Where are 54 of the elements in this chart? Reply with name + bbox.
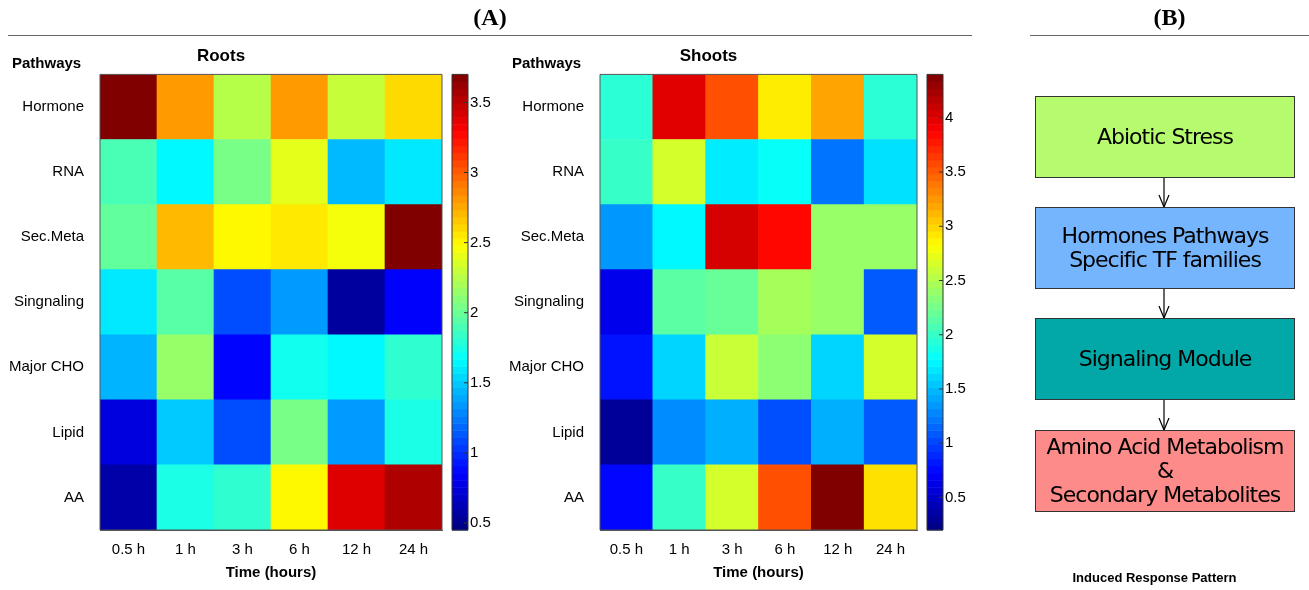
- text: (A): [8, 4, 972, 36]
- color-bar-label: 3: [470, 162, 479, 180]
- y-tick-label: Singnaling: [13, 292, 84, 310]
- color-bar-label: 1: [945, 433, 954, 451]
- y-tick-label: AA: [63, 487, 84, 505]
- text: Abiotic Stress: [1035, 96, 1295, 178]
- color-bar-label: 0.5: [470, 513, 491, 531]
- y-tick-label: Singnaling: [513, 292, 584, 310]
- y-tick-label: AA: [563, 487, 584, 505]
- x-tick-label: 6 h: [774, 540, 796, 558]
- y-tick-label: Sec.Meta: [20, 227, 85, 245]
- x-tick-label: 0.5 h: [609, 540, 644, 558]
- text: Hormones Pathways Specific TF families: [1035, 207, 1295, 289]
- x-tick-label: 3 h: [721, 540, 743, 558]
- x-tick-label: 6 h: [289, 540, 310, 558]
- x-tick-label: 1 h: [175, 540, 196, 558]
- x-tick-label: 12 h: [823, 540, 853, 558]
- y-tick-label: RNA: [52, 162, 84, 180]
- y-tick-label: Sec.Meta: [520, 227, 585, 245]
- text: Induced Response Pattern: [1071, 570, 1238, 585]
- y-tick-label: Major CHO: [8, 357, 84, 375]
- color-bar-label: 3: [945, 216, 954, 234]
- chart-title: Shoots: [679, 45, 738, 65]
- color-bar-label: 0.5: [945, 487, 966, 505]
- chart-title: Roots: [196, 45, 246, 65]
- color-bar-label: 3.5: [470, 92, 491, 110]
- x-axis-title: Time (hours): [225, 563, 317, 581]
- text: (B): [1030, 4, 1309, 36]
- x-tick-label: 12 h: [341, 540, 372, 558]
- color-bar-label: 2: [945, 324, 954, 342]
- y-tick-label: Hormone: [522, 97, 584, 115]
- x-axis-title: Time (hours): [713, 563, 804, 581]
- color-bar-label: 4: [945, 107, 954, 125]
- y-tick-label: Lipid: [552, 422, 584, 440]
- color-bar-label: 1.5: [945, 379, 966, 397]
- y-tick-label: Lipid: [52, 422, 84, 440]
- x-tick-label: 1 h: [668, 540, 690, 558]
- text: Signaling Module: [1035, 318, 1295, 400]
- color-bar-label: 2: [470, 302, 479, 320]
- x-tick-label: 24 h: [398, 540, 429, 558]
- color-bar-label: 3.5: [945, 162, 966, 180]
- y-tick-label: RNA: [552, 162, 584, 180]
- x-tick-label: 3 h: [232, 540, 253, 558]
- color-bar-label: 2.5: [945, 270, 966, 288]
- color-bar-label: 1: [470, 443, 479, 461]
- y-tick-label: Major CHO: [508, 357, 584, 375]
- y-tick-label: Hormone: [22, 97, 84, 115]
- color-bar-label: 1.5: [470, 372, 491, 390]
- x-tick-label: 24 h: [875, 540, 906, 558]
- y-axis-title: Pathways: [12, 54, 82, 71]
- x-tick-label: 0.5 h: [111, 540, 146, 558]
- color-bar-label: 2.5: [470, 232, 491, 250]
- y-axis-title: Pathways: [512, 54, 582, 71]
- text: Amino Acid Metabolism & Secondary Metabolites: [1035, 430, 1295, 512]
